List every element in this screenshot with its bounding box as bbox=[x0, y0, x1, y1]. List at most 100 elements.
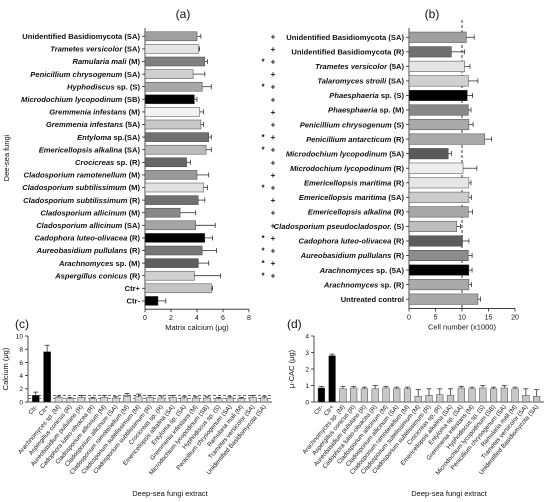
panel-b-category-label-suffix: (S) bbox=[392, 120, 405, 129]
panel-d-bar bbox=[414, 395, 422, 403]
panel-b-category-label: Trametes versicolor (5A) bbox=[315, 62, 404, 71]
panel-c-bar bbox=[260, 397, 269, 403]
panel-b-category-label-species: Microdochium lycopodinum bbox=[290, 164, 391, 173]
panel-a-category-label-species: Emericellopsis alkalina bbox=[39, 145, 123, 154]
panel-a-category-label: Entyloma sp.(SA) bbox=[77, 133, 140, 142]
panel-b-category-label: Aureobasidium pullulans (R) bbox=[300, 251, 405, 260]
panel-a-category-label-species: Gremmenia infestans bbox=[49, 108, 126, 117]
panel-c-bar bbox=[249, 397, 257, 403]
panel-c-bar bbox=[134, 396, 143, 403]
panel-c-y-tick-label: 0 bbox=[19, 399, 23, 406]
panel-b-bar bbox=[408, 89, 468, 101]
panel-d-y-tick-label: 0 bbox=[305, 399, 309, 406]
panel-b-bar bbox=[408, 177, 470, 189]
panel-a-category-label-suffix: (5A) bbox=[123, 120, 140, 129]
panel-b-category-label-suffix: sp. (R) bbox=[378, 280, 404, 289]
panel-a-category-label: Cladosporium allicinum (M) bbox=[40, 208, 140, 217]
panel-a-category-label-species: Trametes versicolor bbox=[50, 45, 123, 54]
panel-a-significance-plus: + bbox=[271, 272, 276, 281]
panel-a-category-label: Aureobasidium pullulans (R) bbox=[36, 246, 141, 255]
panel-a-category-label-suffix: (M) bbox=[127, 183, 141, 192]
panel-a-significance-plus: + bbox=[271, 83, 276, 92]
panel-d-category-label: Ctr- bbox=[313, 404, 325, 416]
panel-d-bar bbox=[382, 387, 390, 403]
panel-b-category-label: Phaesphaeria sp. (M) bbox=[328, 106, 404, 115]
panel-b-bar bbox=[408, 31, 467, 43]
panel-a-category-label: Cadophora luteo-olivacea (R) bbox=[35, 234, 141, 243]
panel-a-category-label-species: Crocicreas bbox=[75, 158, 114, 167]
panel-a-category-label-suffix: (SA) bbox=[122, 145, 140, 154]
panel-b-category-label-suffix: sp. (5A) bbox=[374, 266, 404, 275]
panel-b-category-label: Emericellopsis maritima (SA) bbox=[299, 193, 405, 202]
panel-b-bar bbox=[408, 104, 469, 116]
panel-b-category-label-suffix: (5A) bbox=[387, 149, 404, 158]
panel-a-significance-star: * bbox=[261, 247, 265, 256]
panel-a-significance-plus: + bbox=[271, 247, 276, 256]
panel-a-significance-plus: + bbox=[271, 95, 276, 104]
panel-a-category-label-species: Aspergillus conicus bbox=[54, 271, 127, 280]
panel-b-hbar-chart: (b) 0 5 10 15 20 Cell number (x1000) Unidentif… bbox=[274, 7, 519, 331]
panel-d-bar bbox=[328, 355, 336, 403]
panel-b-bar bbox=[408, 293, 479, 305]
panel-a-category-label-suffix: sp. (S) bbox=[115, 82, 141, 91]
panel-b-category-label-suffix: (R) bbox=[391, 237, 404, 246]
panel-d-bar bbox=[511, 388, 519, 403]
panel-a-bar bbox=[144, 296, 159, 306]
panel-a-bar bbox=[144, 69, 194, 79]
panel-c-y-axis-title: Calcium (μg) bbox=[1, 347, 10, 390]
panel-a-category-label-suffix: sp. (M) bbox=[113, 259, 140, 268]
panel-b-x-tick-label: 20 bbox=[511, 314, 519, 321]
panel-d-y-tick-label: 3 bbox=[305, 350, 309, 357]
panel-a-category-label-species: Microdochium lycopodinum bbox=[21, 95, 122, 104]
panel-a-category-label: Cladosporium ramotenellum (M) bbox=[24, 171, 141, 180]
panel-d-bar bbox=[522, 395, 530, 403]
panel-a-significance-star: * bbox=[261, 133, 265, 142]
panel-d-bar bbox=[371, 388, 379, 403]
panel-a-category-label-species: Arachnomyces bbox=[58, 259, 113, 268]
panel-a-significance-star: * bbox=[261, 146, 265, 155]
panel-b-category-label-species: Arachnomyces bbox=[319, 266, 374, 275]
panel-b-category-label-species: Phaesphaeria bbox=[329, 91, 378, 100]
panel-b-category-label: Microdochium lycopodinum (R) bbox=[290, 164, 404, 173]
panel-b-category-label-suffix: (5A) bbox=[387, 62, 404, 71]
panel-b-bar bbox=[408, 264, 470, 276]
panel-c-bar bbox=[203, 397, 211, 403]
panel-a-category-label-suffix: (SA) bbox=[122, 45, 140, 54]
panel-a-category-label: Cladosporium subtilissimum (R) bbox=[23, 196, 140, 205]
panel-a-letter: (a) bbox=[176, 7, 191, 21]
panel-a-category-label: Crocicreas sp. (R) bbox=[75, 158, 140, 167]
panel-c-y-tick-label: 6 bbox=[19, 360, 23, 367]
panel-b-bar bbox=[408, 119, 470, 131]
panel-a-bar bbox=[144, 283, 212, 294]
panel-a-significance-plus: + bbox=[271, 45, 276, 54]
panel-c-bar bbox=[191, 397, 200, 403]
panel-a-category-label-suffix: (R) bbox=[127, 234, 140, 243]
panel-d-bar bbox=[350, 387, 358, 403]
panel-b-bar bbox=[408, 46, 452, 58]
panel-d-bar bbox=[360, 388, 369, 403]
panel-a-bar bbox=[144, 119, 202, 130]
panel-d-y-tick-label: 4 bbox=[305, 333, 309, 340]
panel-c-x-axis-title: Deep-sea fungi extract bbox=[132, 489, 208, 498]
panel-a-significance-plus: + bbox=[271, 184, 276, 193]
panel-a-category-label-suffix: (SA) bbox=[122, 70, 140, 79]
panel-b-category-label-suffix: (SA) bbox=[386, 77, 404, 86]
panel-b-bar bbox=[408, 75, 469, 87]
panel-a-x-tick-label: 4 bbox=[195, 315, 199, 322]
panel-c-bar bbox=[180, 397, 189, 403]
panel-a-significance-plus: + bbox=[271, 209, 276, 218]
panel-c-bar bbox=[89, 398, 97, 403]
panel-a-significance-star: * bbox=[261, 234, 265, 243]
panel-b-category-label: Penicillium antarcticum (R) bbox=[306, 135, 404, 144]
panel-c-bar bbox=[214, 398, 223, 403]
panel-b-category-label-species: Cadophora luteo-olivacea bbox=[299, 237, 392, 246]
panel-a-category-label: Aspergillus conicus (R) bbox=[54, 271, 140, 280]
panel-a-category-label-species: Cladosporium allicinum bbox=[36, 221, 122, 230]
panel-c-y-tick-label: 4 bbox=[19, 373, 23, 380]
panel-b-category-label: Arachnomyces sp. (5A) bbox=[319, 266, 405, 275]
panel-a-significance-plus: + bbox=[271, 146, 276, 155]
panel-a-category-label: Emericellopsis alkalina (SA) bbox=[39, 145, 141, 154]
panel-a-category-label-suffix: (R) bbox=[127, 196, 140, 205]
panel-b-category-label-species: Aureobasidium pullulans bbox=[300, 251, 392, 260]
